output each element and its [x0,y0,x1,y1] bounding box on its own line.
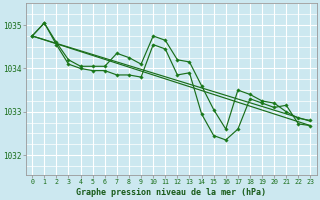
X-axis label: Graphe pression niveau de la mer (hPa): Graphe pression niveau de la mer (hPa) [76,188,266,197]
